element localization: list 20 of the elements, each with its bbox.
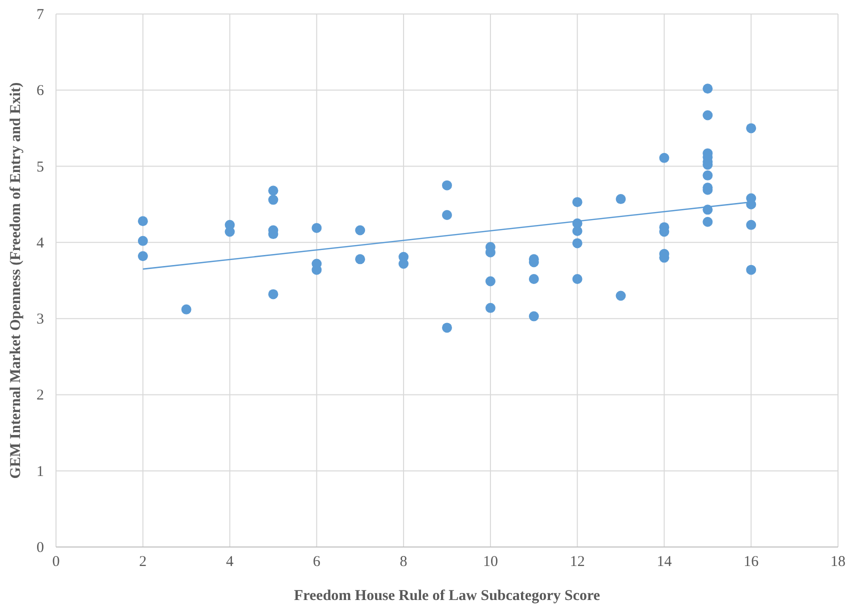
x-axis-title: Freedom House Rule of Law Subcategory Score [294, 588, 600, 604]
x-tick-label: 0 [52, 554, 60, 570]
y-tick-label: 7 [36, 7, 44, 23]
x-tick-label: 8 [400, 554, 408, 570]
x-tick-label: 4 [226, 554, 234, 570]
y-tick-label: 6 [36, 83, 44, 100]
x-tick-label: 18 [830, 554, 846, 570]
x-tick-label: 2 [139, 554, 147, 570]
y-tick-label: 5 [36, 159, 44, 176]
y-axis-title: GEM Internal Market Openness (Freedom of Entry and Exit) [8, 82, 24, 479]
x-tick-label: 16 [744, 554, 760, 570]
y-tick-label: 2 [36, 388, 44, 404]
y-tick-label: 0 [36, 540, 44, 556]
y-tick-label: 3 [36, 312, 44, 328]
x-tick-label: 12 [570, 554, 585, 570]
y-tick-label: 4 [36, 235, 44, 252]
y-tick-label: 1 [36, 464, 44, 480]
x-tick-label: 6 [312, 554, 321, 570]
x-tick-label: 10 [482, 554, 498, 570]
x-tick-label: 14 [656, 554, 672, 570]
